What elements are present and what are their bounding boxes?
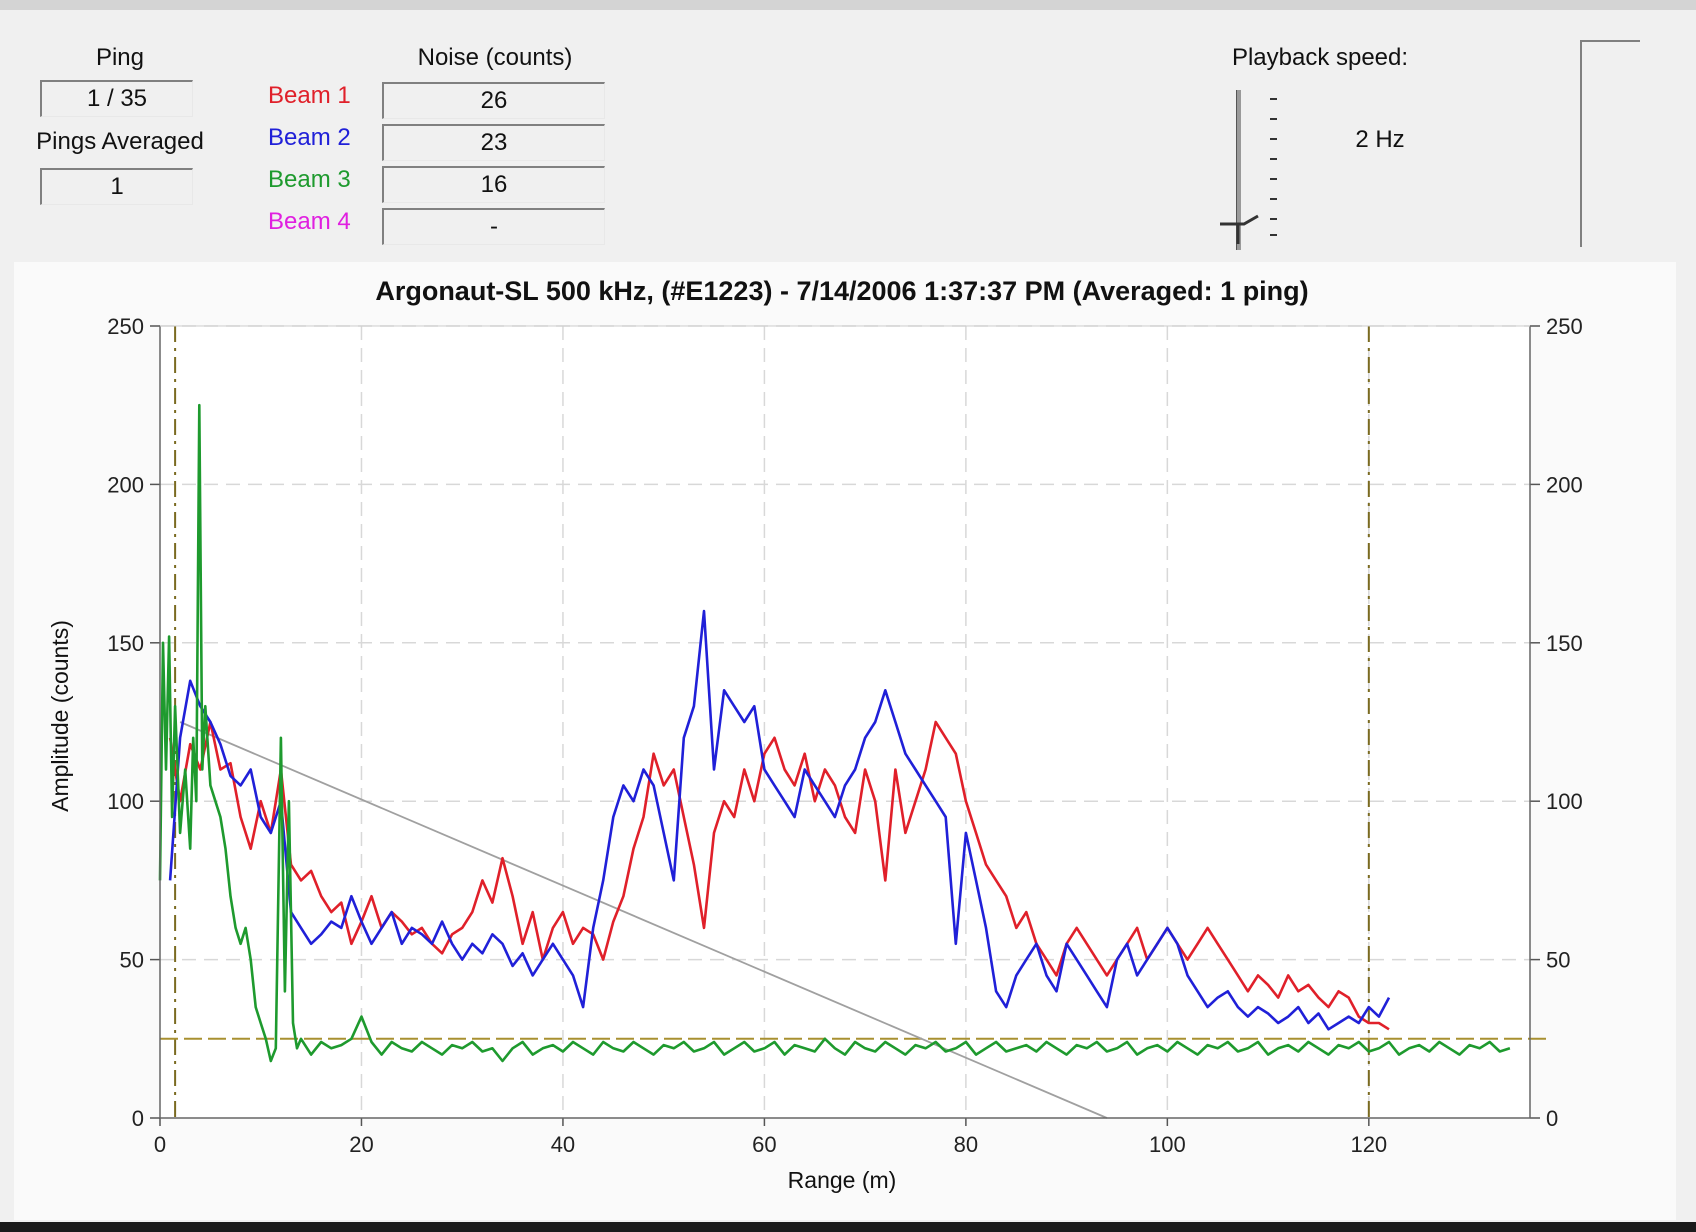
playback-speed-label: Playback speed: (1231, 44, 1409, 71)
slider-tick (1270, 178, 1277, 180)
x-tick-label: 120 (1350, 1132, 1387, 1157)
slider-tick (1270, 158, 1277, 160)
beam-3-label: Beam 3 (268, 166, 351, 193)
beam-4-label: Beam 4 (268, 208, 351, 235)
slider-thumb[interactable] (1218, 214, 1262, 246)
beam-4-noise-field: - (382, 208, 605, 245)
side-panel-frame (1580, 40, 1640, 247)
y-tick-label-left: 100 (107, 789, 144, 814)
ping-label: Ping (95, 44, 145, 71)
y-tick-label-left: 50 (120, 948, 144, 973)
beam-1-series-line (168, 720, 1390, 1031)
chart-title: Argonaut-SL 500 kHz, (#E1223) - 7/14/200… (375, 276, 1308, 306)
x-tick-label: 20 (349, 1132, 373, 1157)
y-tick-label-left: 150 (107, 631, 144, 656)
x-tick-label: 40 (551, 1132, 575, 1157)
ping-value-field: 1 / 35 (40, 80, 193, 117)
beam-1-noise-field: 26 (382, 82, 605, 119)
slider-tick (1270, 118, 1277, 120)
y-tick-label-left: 250 (107, 314, 144, 339)
slider-tick (1270, 218, 1277, 220)
grid (160, 325, 1530, 1118)
beam-3-series-line (158, 403, 1511, 1063)
pings-averaged-label: Pings Averaged (36, 128, 204, 155)
x-tick-label: 80 (954, 1132, 978, 1157)
beam-1-label: Beam 1 (268, 82, 351, 109)
slider-tick (1270, 98, 1277, 100)
x-tick-label: 60 (752, 1132, 776, 1157)
y-tick-label-right: 250 (1546, 314, 1583, 339)
y-tick-label-left: 0 (132, 1106, 144, 1131)
y-tick-label-right: 150 (1546, 631, 1583, 656)
x-axis-label: Range (m) (788, 1167, 897, 1193)
window-bottom-border (0, 1222, 1696, 1232)
attenuation-line (179, 721, 1108, 1119)
beam-3-noise-field: 16 (382, 166, 605, 203)
noise-label: Noise (counts) (417, 44, 573, 71)
beam-2-label: Beam 2 (268, 124, 351, 151)
playback-speed-value: 2 Hz (1355, 126, 1405, 153)
series-group (158, 403, 1511, 1063)
slider-tick (1270, 138, 1277, 140)
playback-speed-slider[interactable] (1236, 90, 1241, 250)
y-tick-label-right: 200 (1546, 472, 1583, 497)
pings-averaged-field[interactable]: 1 (40, 168, 193, 205)
y-tick-label-right: 0 (1546, 1106, 1558, 1131)
beam-2-noise-field: 23 (382, 124, 605, 161)
plot-background (160, 326, 1530, 1118)
y-axis-label: Amplitude (counts) (47, 620, 73, 812)
x-tick-label: 0 (154, 1132, 166, 1157)
slider-tick (1270, 234, 1277, 236)
window-top-border (0, 0, 1696, 10)
y-tick-label-left: 200 (107, 472, 144, 497)
y-tick-label-right: 50 (1546, 948, 1570, 973)
beam-2-series-line (168, 609, 1391, 1031)
control-panel (14, 12, 1676, 262)
y-tick-label-right: 100 (1546, 789, 1583, 814)
slider-tick (1270, 198, 1277, 200)
x-tick-label: 100 (1149, 1132, 1186, 1157)
